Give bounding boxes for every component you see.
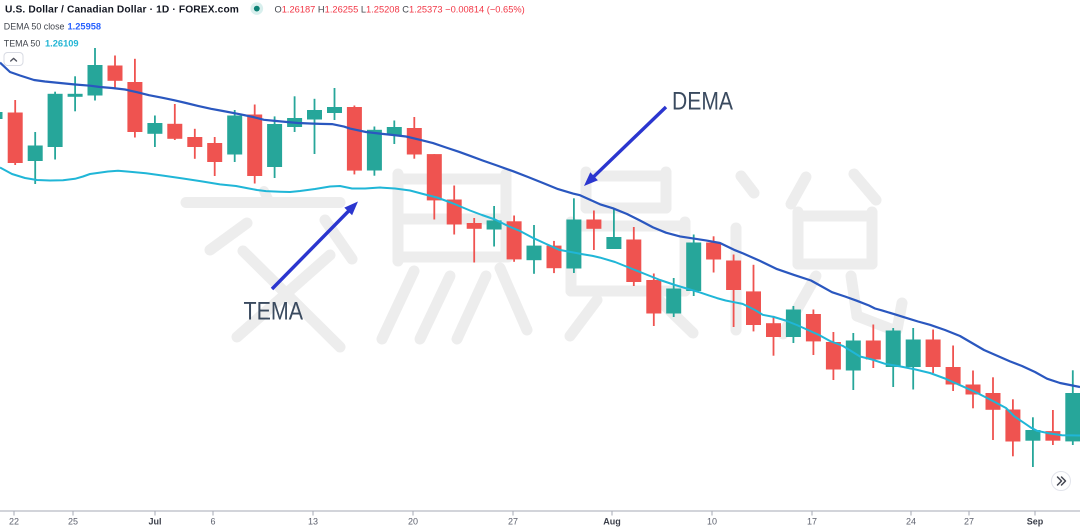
svg-text:13: 13 xyxy=(308,517,318,527)
svg-text:DEMA 50 close: DEMA 50 close xyxy=(4,22,65,32)
svg-text:TEMA 50: TEMA 50 xyxy=(4,39,41,49)
svg-text:25: 25 xyxy=(68,517,78,527)
svg-text:27: 27 xyxy=(964,517,974,527)
svg-text:10: 10 xyxy=(707,517,717,527)
svg-text:Jul: Jul xyxy=(148,517,161,527)
svg-text:1.26109: 1.26109 xyxy=(45,39,79,49)
svg-text:6: 6 xyxy=(210,517,215,527)
svg-text:20: 20 xyxy=(408,517,418,527)
svg-text:22: 22 xyxy=(9,517,19,527)
svg-text:DEMA: DEMA xyxy=(672,88,733,116)
svg-text:1.25958: 1.25958 xyxy=(68,22,102,32)
svg-text:Aug: Aug xyxy=(603,517,621,527)
svg-text:O1.26187 H1.26255 L1.25208 C1.: O1.26187 H1.26255 L1.25208 C1.25373 −0.0… xyxy=(275,5,525,15)
svg-text:27: 27 xyxy=(508,517,518,527)
svg-text:Sep: Sep xyxy=(1027,517,1044,527)
svg-text:U.S. Dollar / Canadian Dollar: U.S. Dollar / Canadian Dollar · 1D · FOR… xyxy=(5,5,239,16)
svg-text:17: 17 xyxy=(807,517,817,527)
svg-text:24: 24 xyxy=(906,517,916,527)
svg-text:TEMA: TEMA xyxy=(244,298,304,326)
